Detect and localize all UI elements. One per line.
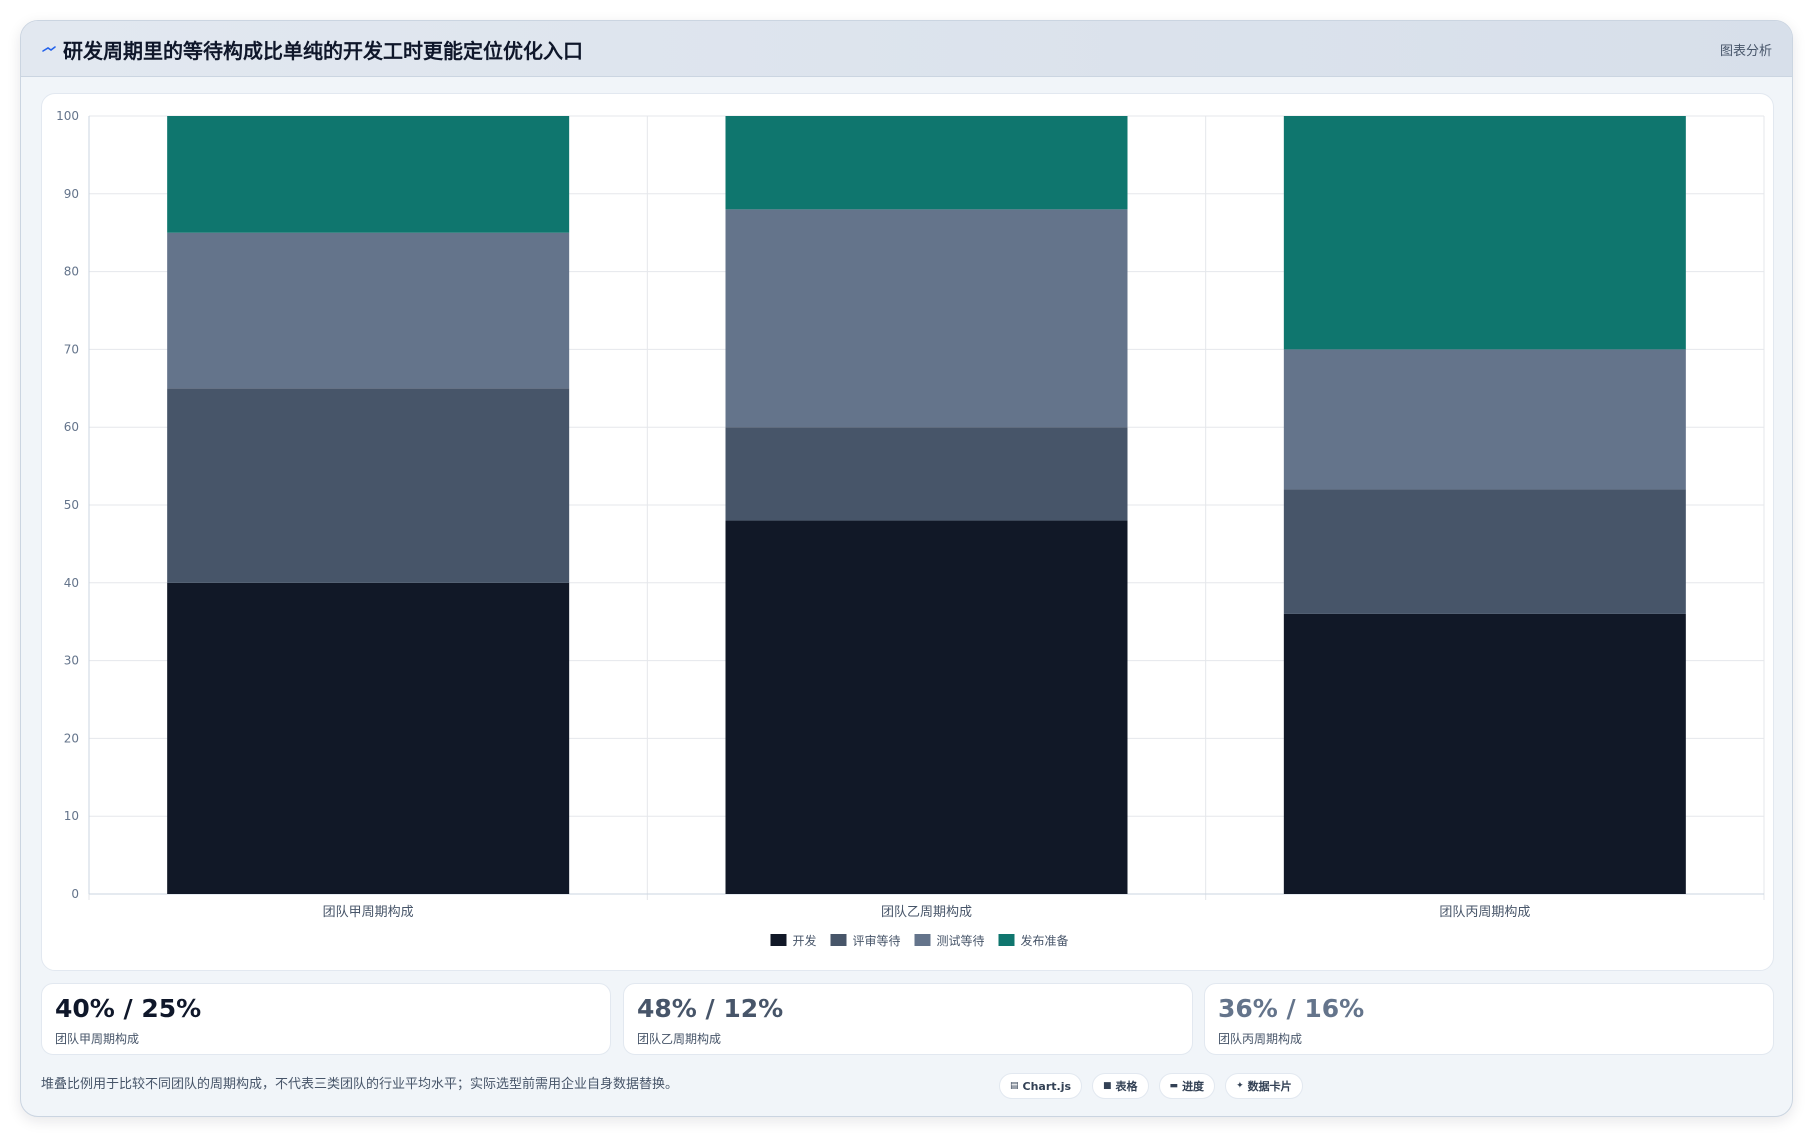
kpi-value: 48% / 12%: [637, 994, 784, 1023]
x-tick-label: 团队丙周期构成: [1439, 905, 1530, 920]
legend-label: 开发: [793, 933, 817, 948]
bar-segment: [725, 116, 1128, 210]
y-tick-label: 10: [64, 809, 79, 823]
footnote: 堆叠比例用于比较不同团队的周期构成，不代表三类团队的行业平均水平；实际选型前需用…: [41, 1077, 679, 1092]
view-switcher: ▤ Chart.js ■ 表格 ▬ 进度 ✦ 数据卡片: [999, 1073, 1303, 1099]
kpi-label: 团队甲周期构成: [55, 1032, 140, 1046]
bar-segment: [167, 388, 570, 583]
pill-progress[interactable]: ▬ 进度: [1158, 1073, 1216, 1099]
y-tick-label: 50: [64, 498, 79, 512]
stacked-bar-chart: 0 10 20 30 40 50 60 70 80 90 100 团队甲周期构成 团队乙周期构成 团队丙周…: [56, 109, 1765, 948]
y-tick-label: 100: [56, 109, 79, 123]
y-tick-label: 30: [64, 654, 79, 668]
bar-segment: [1283, 116, 1686, 350]
legend-label: 测试等待: [937, 933, 985, 948]
pill-chartjs[interactable]: ▤ Chart.js: [999, 1073, 1083, 1099]
y-tick-label: 80: [64, 265, 79, 279]
legend-swatch: [830, 934, 847, 946]
sparkle-icon: ✦: [1236, 1081, 1244, 1091]
bar-segment: [1283, 349, 1686, 490]
kpi-card-team-b: 48% / 12% 团队乙周期构成: [623, 983, 1193, 1055]
chart-panel: 研发周期里的等待构成比单纯的开发工时更能定位优化入口 图表分析 0 10 20 30 4…: [20, 20, 1793, 1117]
y-tick-label: 60: [64, 420, 79, 434]
pill-table[interactable]: ■ 表格: [1092, 1073, 1149, 1099]
pill-label: 数据卡片: [1247, 1080, 1292, 1093]
panel-header: 研发周期里的等待构成比单纯的开发工时更能定位优化入口 图表分析: [21, 21, 1792, 77]
kpi-value: 36% / 16%: [1218, 994, 1365, 1023]
y-tick-label: 20: [64, 731, 79, 745]
legend-swatch: [998, 934, 1015, 946]
pill-label: 进度: [1182, 1080, 1205, 1093]
bar-segment: [725, 520, 1128, 894]
legend-label: 发布准备: [1021, 933, 1069, 948]
chart-icon: ▤: [1010, 1081, 1019, 1091]
kpi-card-team-a: 40% / 25% 团队甲周期构成: [41, 983, 611, 1055]
progress-icon: ▬: [1169, 1081, 1179, 1091]
bar-segment: [725, 427, 1128, 521]
y-tick-label: 70: [64, 342, 79, 356]
legend-swatch: [914, 934, 931, 946]
legend-label: 评审等待: [853, 933, 901, 948]
page-title: 研发周期里的等待构成比单纯的开发工时更能定位优化入口: [63, 39, 583, 63]
legend-swatch: [770, 934, 787, 946]
y-tick-label: 90: [64, 187, 79, 201]
y-tick-label: 0: [71, 887, 79, 901]
bar-segment: [725, 209, 1128, 428]
kpi-card-team-c: 36% / 16% 团队丙周期构成: [1204, 983, 1774, 1055]
trend-line-icon: [42, 46, 56, 52]
kpi-value: 40% / 25%: [55, 994, 202, 1023]
table-icon: ■: [1103, 1081, 1112, 1091]
pill-label: 表格: [1115, 1080, 1138, 1093]
bar-segment: [167, 116, 570, 233]
bar-segment: [1283, 489, 1686, 614]
pill-data-card[interactable]: ✦ 数据卡片: [1225, 1073, 1303, 1099]
x-tick-label: 团队甲周期构成: [323, 905, 414, 920]
bar-segment: [1283, 613, 1686, 894]
bar-segment: [167, 232, 570, 389]
chart-card: 0 10 20 30 40 50 60 70 80 90 100 团队甲周期构成 团队乙周期构成 团队丙周…: [41, 93, 1774, 971]
kpi-label: 团队丙周期构成: [1218, 1032, 1303, 1046]
bar-segment: [167, 582, 570, 894]
pill-label: Chart.js: [1022, 1079, 1072, 1093]
analysis-tag: 图表分析: [1719, 44, 1772, 59]
y-tick-label: 40: [64, 576, 79, 590]
x-tick-label: 团队乙周期构成: [881, 905, 972, 920]
kpi-label: 团队乙周期构成: [637, 1032, 722, 1046]
